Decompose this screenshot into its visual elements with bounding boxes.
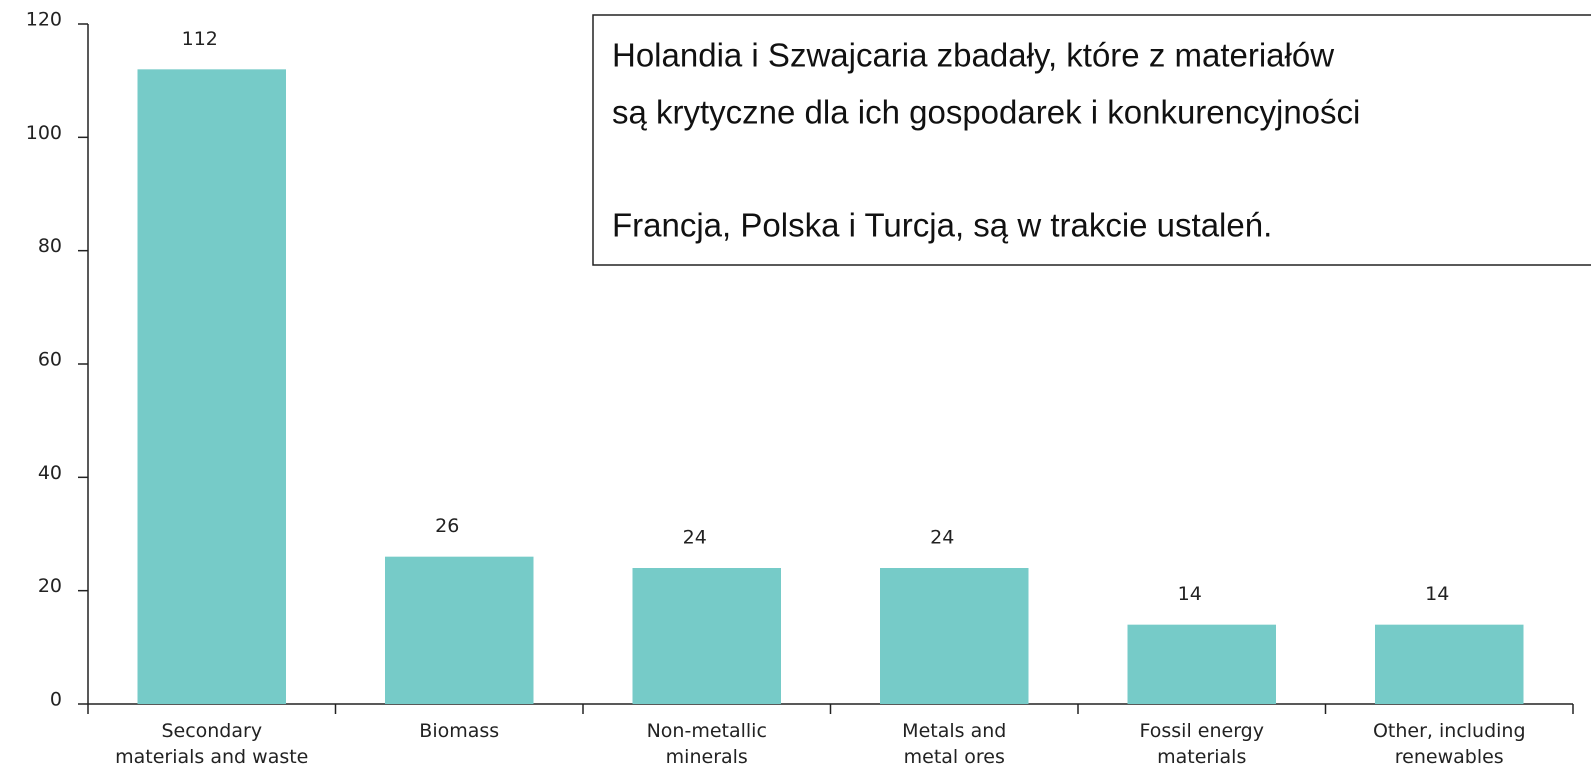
value-label: 112 [182, 28, 218, 50]
y-tick-label: 0 [50, 689, 62, 711]
y-tick-label: 40 [38, 462, 62, 484]
y-tick-label: 60 [38, 349, 62, 371]
bar [1375, 624, 1524, 704]
annotation-text: Holandia i Szwajcaria zbadały, które z m… [612, 37, 1334, 74]
x-tick-label: Biomass [419, 720, 500, 742]
y-tick-label: 100 [26, 122, 62, 144]
x-tick-label: Secondary materials and waste [115, 720, 309, 768]
value-label: 24 [930, 527, 954, 549]
y-tick-label: 80 [38, 235, 62, 257]
x-tick-label: Metals and metal ores [902, 720, 1007, 768]
bar [137, 69, 286, 705]
value-label: 24 [683, 527, 707, 549]
value-label: 14 [1178, 583, 1202, 605]
bar [385, 556, 534, 704]
annotation-text: są krytyczne dla ich gospodarek i konkur… [612, 94, 1360, 131]
x-tick-label: Non-metallic minerals [646, 720, 767, 768]
annotation-text: Francja, Polska i Turcja, są w trakcie u… [612, 207, 1272, 244]
bar [632, 568, 781, 704]
y-tick-label: 120 [26, 9, 62, 31]
value-label: 26 [435, 515, 459, 537]
value-label: 14 [1425, 583, 1449, 605]
y-tick-label: 20 [38, 575, 62, 597]
x-tick-label: Fossil energy materials [1139, 720, 1264, 768]
bar [1127, 624, 1276, 704]
annotation-box [592, 14, 1591, 266]
bar [880, 568, 1029, 704]
x-tick-label: Other, including renewables [1372, 720, 1526, 768]
